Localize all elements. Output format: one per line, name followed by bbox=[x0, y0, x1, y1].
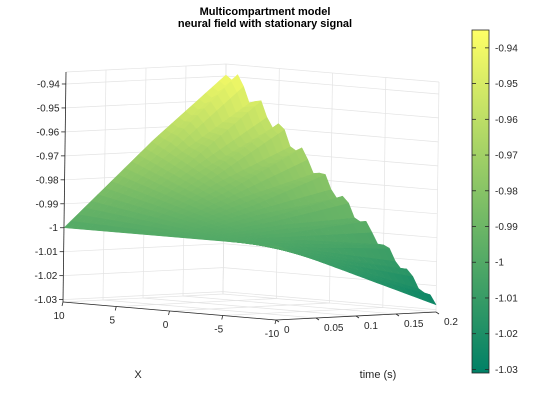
colorbar-tick-label-0: -0.94 bbox=[495, 43, 518, 54]
x-tick-mark-1 bbox=[114, 306, 117, 311]
y-axis-label: X bbox=[134, 369, 142, 381]
x-tick-label-3: -5 bbox=[214, 325, 223, 336]
z-tick-label-5: -0.99 bbox=[35, 199, 58, 210]
title-line-1: Multicompartment model bbox=[200, 6, 331, 18]
z-tick-label-1: -0.95 bbox=[37, 103, 60, 114]
colorbar-tick-label-1: -0.95 bbox=[495, 79, 518, 90]
x-tick-label-0: 10 bbox=[53, 311, 65, 322]
x-tick-label-2: 0 bbox=[163, 320, 169, 331]
colorbar-tick-label-8: -1.02 bbox=[495, 329, 518, 340]
colorbar-tick-label-4: -0.98 bbox=[495, 186, 518, 197]
grid-line-z-0 bbox=[65, 75, 439, 95]
colorbar-tick-label-3: -0.97 bbox=[495, 151, 518, 162]
colorbar-tick-label-9: -1.03 bbox=[495, 365, 518, 376]
grid-line-x-2 bbox=[169, 72, 333, 312]
colorbar-tick-label-5: -0.99 bbox=[495, 222, 518, 233]
z-tick-label-3: -0.97 bbox=[36, 151, 59, 162]
time-tick-label-0: 0 bbox=[284, 325, 290, 336]
time-tick-label-2: 0.1 bbox=[364, 321, 378, 332]
surface-patch-0-35 bbox=[63, 220, 78, 229]
x-tick-mark-0 bbox=[61, 301, 64, 307]
x-tick-label-4: -10 bbox=[265, 329, 280, 340]
x-axis-label: time (s) bbox=[360, 369, 397, 381]
surface-plot bbox=[63, 74, 437, 306]
colorbar-tick-label-2: -0.96 bbox=[495, 115, 518, 126]
colorbar-gradient bbox=[471, 29, 490, 374]
colorbar: -0.94 -0.95 -0.96 -0.97 -0.98 -0.99 -1 -1.01 -1.… bbox=[471, 29, 518, 376]
axes: 0 0.05 0.1 0.15 0.2 10 5 0 -5 -10 -0.94 -0.95 -0.96 -… bbox=[34, 71, 458, 340]
time-tick-label-4: 0.2 bbox=[444, 317, 458, 328]
colorbar-tick-label-6: -1 bbox=[495, 258, 504, 269]
x-tick-mark-3 bbox=[221, 315, 224, 320]
z-tick-label-8: -1.02 bbox=[35, 271, 58, 282]
time-tick-label-3: 0.15 bbox=[404, 319, 424, 330]
grid-frame-top bbox=[65, 63, 440, 83]
x-tick-label-1: 5 bbox=[109, 316, 115, 327]
time-tick-mark-2 bbox=[355, 315, 360, 319]
z-tick-label-2: -0.96 bbox=[36, 127, 59, 138]
z-tick-label-7: -1.01 bbox=[35, 247, 58, 258]
colorbar-tick-label-7: -1.01 bbox=[495, 293, 518, 304]
z-tick-label-9: -1.03 bbox=[34, 295, 57, 306]
z-axis-line bbox=[62, 71, 67, 303]
z-tick-label-4: -0.98 bbox=[36, 175, 59, 186]
title-line-2: neural field with stationary signal bbox=[178, 18, 352, 30]
z-tick-label-6: -1 bbox=[49, 223, 58, 234]
z-tick-label-0: -0.94 bbox=[37, 79, 60, 90]
time-tick-mark-1 bbox=[315, 317, 320, 321]
chart-title: Multicompartment model neural field with… bbox=[178, 6, 352, 30]
time-tick-mark-3 bbox=[395, 313, 400, 317]
time-tick-mark-4 bbox=[435, 311, 440, 315]
x-tick-mark-2 bbox=[168, 310, 170, 316]
x-tick-mark-4 bbox=[274, 319, 277, 325]
grid-line-x-3 bbox=[222, 77, 387, 316]
time-tick-mark-0 bbox=[275, 319, 280, 323]
time-tick-label-1: 0.05 bbox=[324, 323, 344, 334]
